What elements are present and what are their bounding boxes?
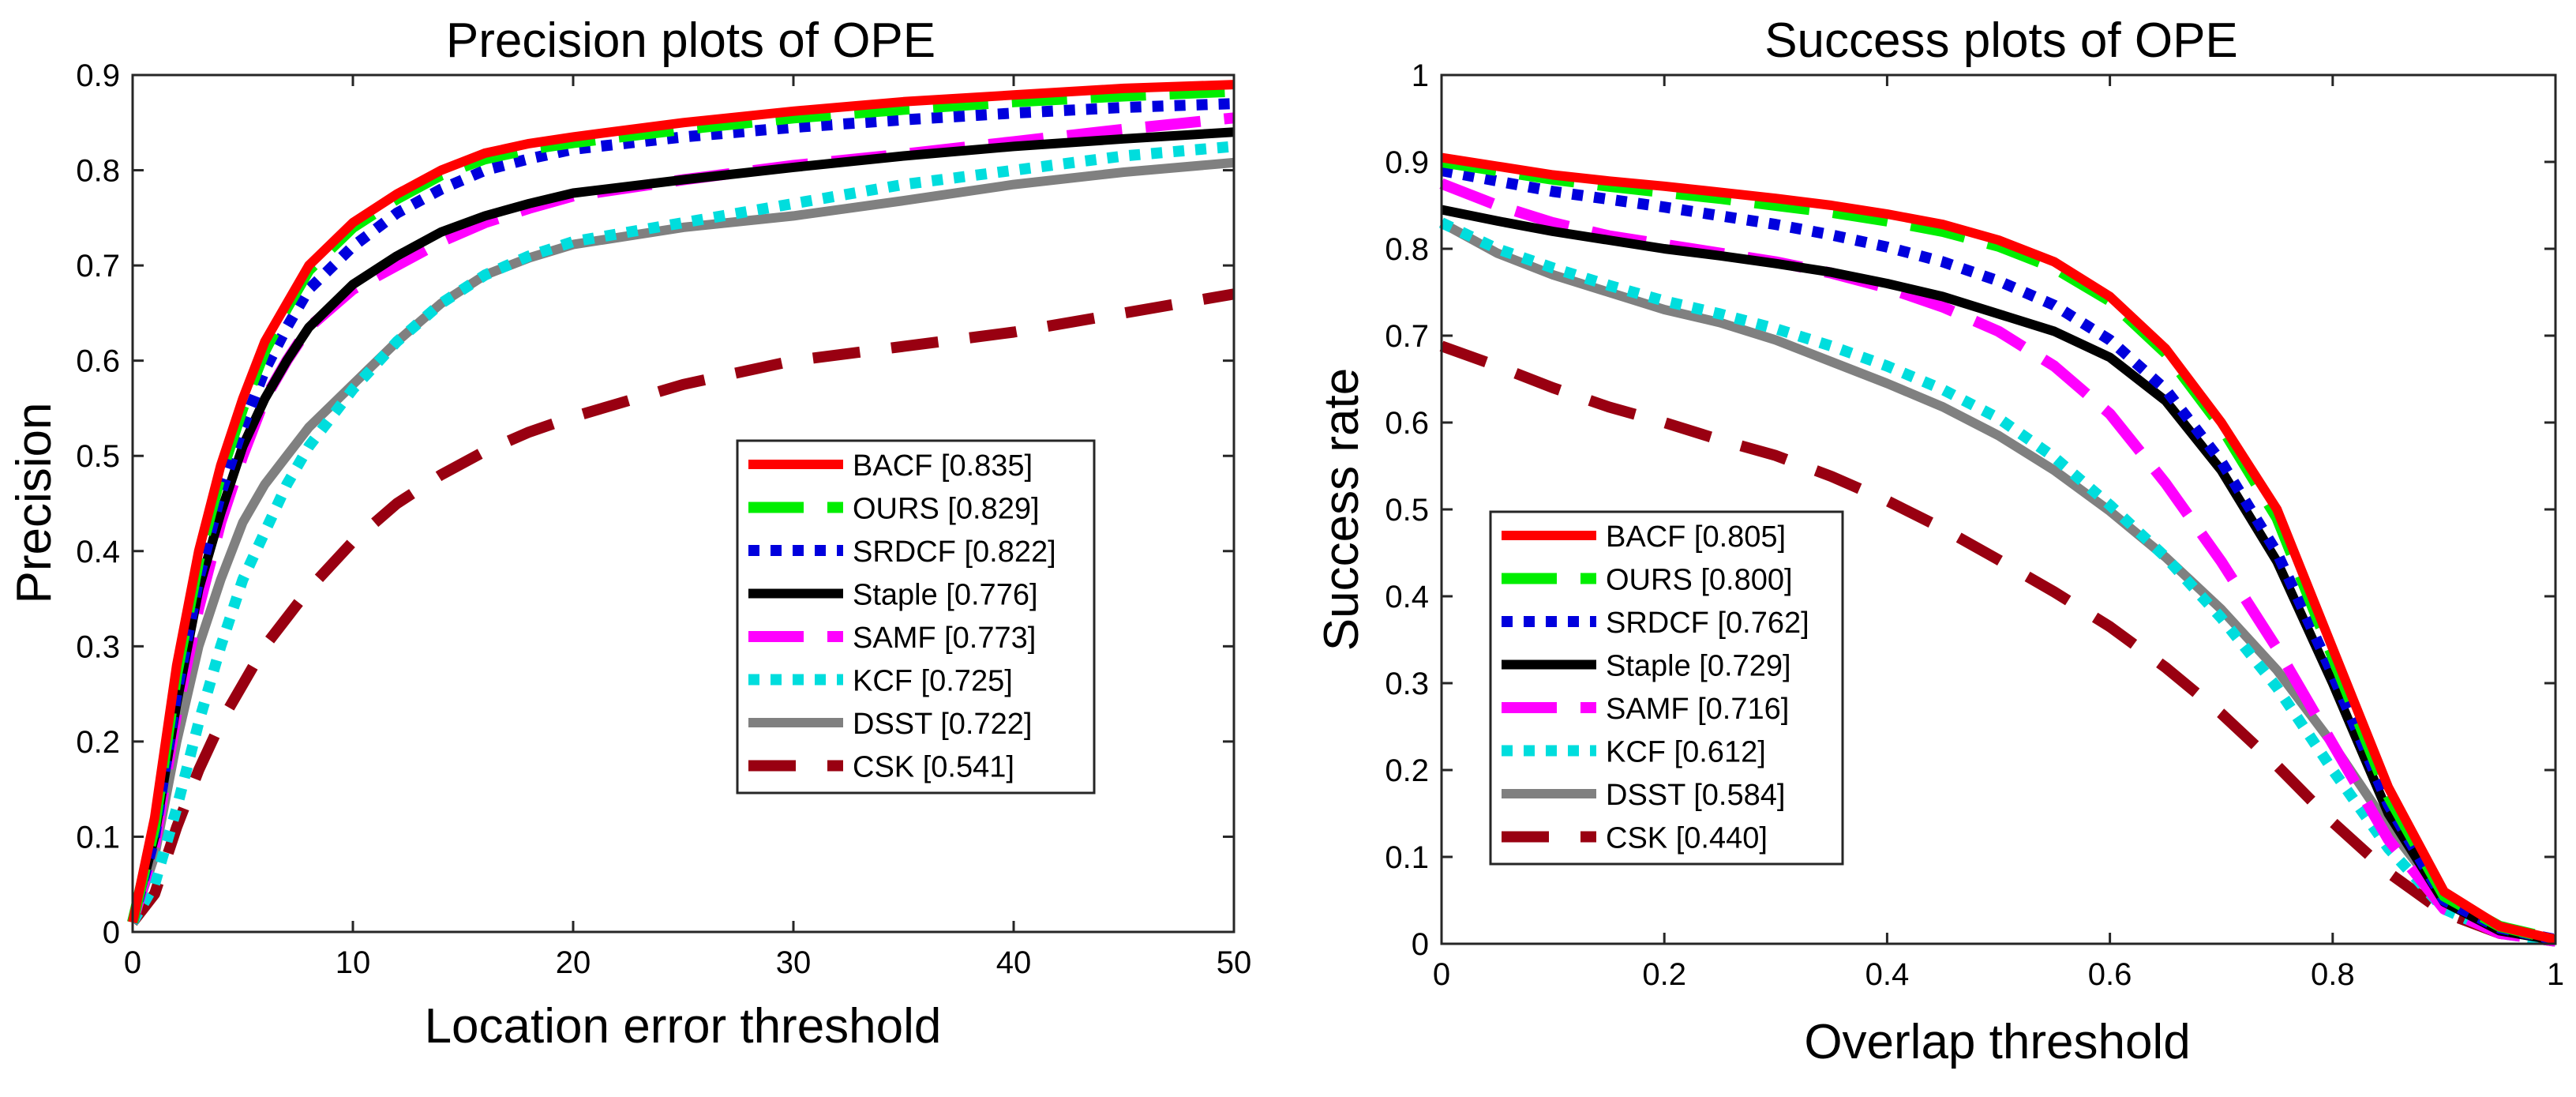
axis-ticks: 0 10 20 30 40 50 0 0.1 0.2 0.3 0.4 0.5 0.6 0.7 0.8 0.9 xyxy=(76,58,1251,980)
y-tick-label: 0.8 xyxy=(76,154,120,189)
y-tick-label: 0.3 xyxy=(1385,667,1429,701)
axis-ticks: 0 0.2 0.4 0.6 0.8 1 0 0.1 0.2 0.3 0.4 0.5 0.6 0.7 0.8 0… xyxy=(1385,58,2564,992)
plot-area-border xyxy=(1440,73,2557,945)
y-tick-label: 0.1 xyxy=(76,820,120,855)
y-tick-label: 0.6 xyxy=(76,344,120,379)
y-tick-label: 0.5 xyxy=(76,439,120,474)
legend-entry-label: BACF [0.805] xyxy=(1606,520,1786,554)
y-axis-label: Success rate xyxy=(1314,368,1369,651)
plot-area-border xyxy=(131,73,1236,934)
series-line-bacf xyxy=(128,80,1235,924)
y-tick-label: 0.5 xyxy=(1385,493,1429,528)
x-tick-label: 1 xyxy=(2547,957,2564,992)
x-tick-label: 20 xyxy=(556,945,591,980)
series-line-srdcf xyxy=(127,98,1235,924)
x-tick-label: 0 xyxy=(124,945,141,980)
x-tick-label: 50 xyxy=(1217,945,1252,980)
chart-title: Precision plots of OPE xyxy=(446,13,936,68)
chart-title: Success plots of OPE xyxy=(1764,13,2238,68)
y-tick-label: 0.7 xyxy=(76,249,120,284)
x-tick-label: 0 xyxy=(1433,957,1450,992)
series-line-csk xyxy=(1439,340,2556,947)
legend-entry-label: CSK [0.541] xyxy=(853,751,1014,784)
legend-entry-label: KCF [0.612] xyxy=(1606,736,1766,769)
x-axis-label: Overlap threshold xyxy=(1804,1015,2190,1069)
legend-entry-label: DSST [0.584] xyxy=(1606,779,1785,812)
y-tick-label: 0.6 xyxy=(1385,406,1429,441)
y-tick-label: 0.9 xyxy=(76,58,120,93)
x-tick-label: 30 xyxy=(776,945,812,980)
legend-box xyxy=(1489,510,1844,866)
series-line-bacf xyxy=(1441,152,2557,945)
legend-entry-label: OURS [0.800] xyxy=(1606,564,1793,597)
legend-entry-label: OURS [0.829] xyxy=(853,493,1040,526)
legend: BACF [0.805] OURS [0.800] SRDCF [0.762] Sta… xyxy=(1489,510,1844,866)
x-axis-label: Location error threshold xyxy=(425,999,942,1054)
x-tick-label: 0.8 xyxy=(2311,957,2355,992)
y-tick-label: 0.2 xyxy=(76,725,120,760)
x-tick-label: 40 xyxy=(996,945,1032,980)
precision-plot-panel: Precision plots of OPE 0 10 20 30 40 50 0 0.1 0.… xyxy=(7,13,1251,1054)
legend-entry-label: SAMF [0.716] xyxy=(1606,693,1789,726)
x-tick-label: 0.4 xyxy=(1865,957,1910,992)
series-line-kcf xyxy=(127,141,1235,926)
legend-entry-label: CSK [0.440] xyxy=(1606,822,1768,855)
legend-entry-label: Staple [0.729] xyxy=(1606,650,1791,683)
series-lines xyxy=(127,80,1236,926)
y-tick-label: 0.7 xyxy=(1385,319,1429,354)
series-line-dsst xyxy=(1439,218,2557,945)
legend-entry-label: KCF [0.725] xyxy=(853,665,1013,698)
legend-entry-label: SRDCF [0.822] xyxy=(853,535,1056,569)
y-tick-label: 0.9 xyxy=(1385,145,1429,180)
legend: BACF [0.835] OURS [0.829] SRDCF [0.822] Sta… xyxy=(736,439,1096,795)
x-tick-label: 10 xyxy=(336,945,371,980)
x-tick-label: 0.6 xyxy=(2088,957,2132,992)
y-tick-label: 0.2 xyxy=(1385,753,1429,788)
legend-entry-label: SAMF [0.773] xyxy=(853,622,1036,655)
y-tick-label: 0.4 xyxy=(76,535,120,569)
legend-entry-label: SRDCF [0.762] xyxy=(1606,607,1809,640)
legend-entry-label: DSST [0.722] xyxy=(853,708,1032,741)
y-tick-label: 0.4 xyxy=(1385,580,1429,614)
legend-entry-label: Staple [0.776] xyxy=(853,579,1038,612)
success-plot-panel: Success plots of OPE 0 0.2 0.4 0.6 0.8 100.10… xyxy=(1314,13,2564,1069)
y-tick-label: 0 xyxy=(103,915,120,950)
y-tick-label: 1 xyxy=(1412,58,1429,93)
y-axis-label: Precision xyxy=(7,403,62,604)
series-lines xyxy=(1439,152,2557,947)
legend-box xyxy=(736,439,1096,795)
y-tick-label: 0.3 xyxy=(76,629,120,664)
series-line-staple xyxy=(128,127,1235,924)
y-tick-label: 0 xyxy=(1412,927,1429,962)
x-tick-label: 0.2 xyxy=(1642,957,1686,992)
legend-entry-label: BACF [0.835] xyxy=(853,449,1033,483)
series-line-csk xyxy=(128,288,1236,926)
y-tick-label: 0.8 xyxy=(1385,232,1429,267)
y-tick-label: 0.1 xyxy=(1385,840,1429,875)
